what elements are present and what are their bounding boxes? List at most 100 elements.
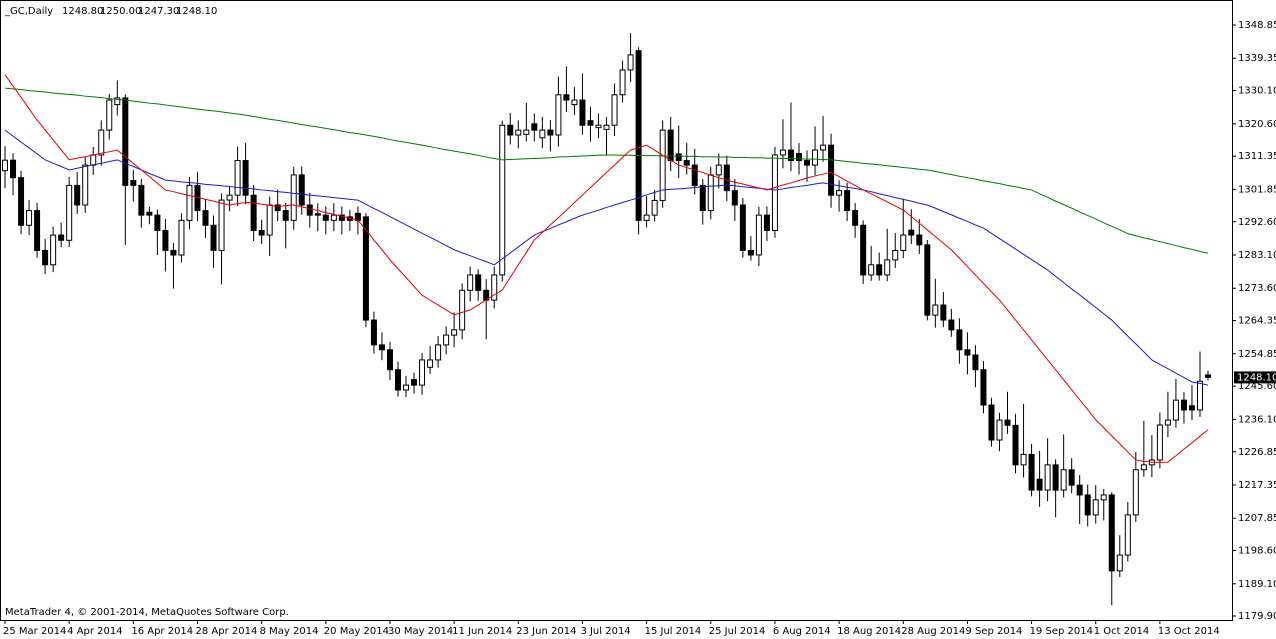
candle-body: [956, 329, 963, 351]
header-value: 1250.00: [100, 6, 141, 17]
candle-body: [386, 349, 393, 371]
x-tick-label: 28 Aug 2014: [901, 626, 965, 637]
candle-body: [579, 99, 586, 126]
y-tick-label: 1217.35: [1238, 480, 1276, 491]
candle-body: [820, 144, 827, 151]
candle-body: [755, 214, 762, 256]
candle-body: [451, 329, 458, 336]
candle-body: [459, 289, 466, 331]
y-tick-label: 1179.90: [1238, 611, 1276, 622]
y-tick-label: 1273.60: [1238, 283, 1276, 294]
candle-body: [1108, 494, 1115, 572]
candle-body: [435, 344, 442, 361]
candle-body: [1084, 494, 1091, 516]
symbol-title: _GC,Daily: [4, 6, 53, 17]
candle-body: [523, 129, 530, 135]
candle-body: [1188, 405, 1195, 411]
candle-body: [844, 190, 851, 212]
x-tick-label: 11 Jun 2014: [452, 626, 512, 637]
candle-body: [603, 124, 610, 130]
candle-body: [563, 94, 570, 101]
candle-body: [868, 264, 875, 276]
candle-body: [330, 214, 337, 221]
candle-body: [1012, 424, 1019, 466]
y-tick-label: 1339.35: [1238, 53, 1276, 64]
x-tick-label: 19 Sep 2014: [1030, 626, 1093, 637]
candle-body: [1036, 478, 1043, 491]
candle-body: [106, 99, 113, 131]
candle-body: [58, 234, 65, 241]
candle-body: [2, 159, 9, 172]
candle-body: [1180, 399, 1187, 411]
candle-body: [138, 184, 145, 216]
candle-body: [1052, 464, 1059, 491]
header-value: 1248.80: [62, 6, 103, 17]
y-tick-label: 1236.10: [1238, 414, 1276, 425]
candle-body: [587, 120, 594, 126]
candle-body: [900, 234, 907, 251]
y-tick-label: 1264.35: [1238, 316, 1276, 327]
candle-body: [378, 344, 385, 351]
y-tick-label: 1254.85: [1238, 349, 1276, 360]
candle-body: [210, 224, 217, 251]
candle-body: [1124, 514, 1131, 556]
x-tick-label: 1 Oct 2014: [1094, 626, 1149, 637]
plot-frame: [0, 0, 1233, 621]
candle-body: [411, 379, 418, 386]
candle-body: [699, 184, 706, 212]
moving-average-line: [4, 74, 1209, 463]
candle-body: [98, 129, 105, 156]
candle-body: [715, 164, 722, 176]
candle-body: [274, 204, 281, 212]
candle-body: [1044, 464, 1051, 491]
candle-body: [1116, 554, 1123, 572]
x-tick-label: 18 Aug 2014: [837, 626, 901, 637]
price-tag: [1234, 371, 1276, 384]
y-tick-label: 1283.10: [1238, 250, 1276, 261]
candle-body: [1092, 499, 1099, 516]
candle-body: [475, 274, 482, 291]
candle-body: [691, 164, 698, 186]
candle-body: [555, 94, 562, 136]
candle-body: [852, 210, 859, 226]
candle-body: [675, 153, 682, 162]
candle-body: [988, 404, 995, 441]
candle-body: [1004, 419, 1011, 426]
candle-body: [90, 154, 97, 166]
y-tick-label: 1198.60: [1238, 546, 1276, 557]
candle-body: [234, 160, 241, 196]
candle-body: [964, 349, 971, 356]
candle-body: [787, 149, 794, 162]
moving-average-line: [4, 87, 1209, 254]
candle-body: [924, 244, 931, 316]
candle-body: [948, 319, 955, 331]
candle-body: [884, 259, 891, 276]
y-tick-label: 1189.10: [1238, 579, 1276, 590]
candle-body: [1076, 484, 1083, 496]
y-tick-label: 1330.10: [1238, 86, 1276, 97]
candle-body: [1164, 419, 1171, 426]
candle-body: [611, 94, 618, 126]
candle-body: [419, 359, 426, 386]
candle-body: [980, 369, 987, 406]
candle-body: [860, 224, 867, 276]
candle-body: [547, 129, 554, 136]
x-tick-label: 6 Aug 2014: [773, 626, 831, 637]
candle-body: [491, 274, 498, 301]
candle-body: [627, 54, 634, 71]
candle-body: [771, 154, 778, 232]
candle-body: [50, 234, 57, 266]
y-tick-label: 1320.60: [1238, 119, 1276, 130]
candle-body: [250, 194, 257, 232]
candle-body: [1028, 453, 1035, 491]
candle-body: [146, 211, 153, 216]
candle-body: [531, 123, 538, 131]
moving-average-line: [4, 129, 1209, 386]
candle-body: [507, 124, 514, 136]
candle-body: [659, 129, 666, 201]
candle-body: [18, 177, 25, 226]
candle-body: [226, 194, 233, 201]
candle-body: [916, 234, 923, 246]
candle-body: [932, 304, 939, 316]
y-tick-label: 1311.35: [1238, 151, 1276, 162]
